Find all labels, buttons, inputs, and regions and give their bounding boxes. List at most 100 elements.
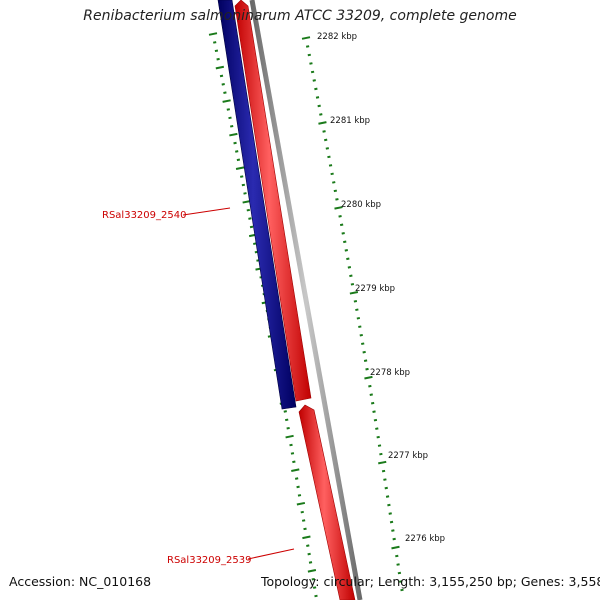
minor-tick [358, 325, 362, 329]
minor-tick [219, 74, 224, 78]
minor-tick [214, 49, 219, 53]
minor-tick [317, 104, 321, 108]
major-tick [307, 569, 317, 573]
minor-tick [376, 435, 380, 439]
minor-tick [387, 503, 391, 507]
minor-tick [349, 274, 353, 278]
minor-tick [346, 257, 350, 261]
minor-tick [379, 452, 383, 456]
gene-block-rsal33209-2539[interactable] [298, 404, 356, 601]
scale-labels: 2282 kbp 2281 kbp 2280 kbp 2279 kbp 2278… [317, 32, 445, 544]
gene-block-upper-forward[interactable] [234, 0, 312, 402]
minor-tick [290, 452, 295, 455]
minor-tick [375, 427, 379, 430]
gene-block-rsal33209-2540[interactable] [217, 0, 297, 410]
minor-tick [312, 586, 317, 589]
major-tick [378, 460, 387, 465]
minor-tick [311, 577, 315, 581]
minor-tick [369, 393, 373, 396]
map-title: Renibacterium salmoninarum ATCC 33209, c… [83, 8, 517, 24]
scale-label: 2279 kbp [355, 284, 395, 294]
minor-tick [373, 418, 378, 422]
minor-tick [389, 520, 394, 524]
minor-tick [248, 217, 252, 220]
minor-tick [296, 485, 300, 489]
scale-label: 2281 kbp [330, 116, 370, 126]
minor-tick [235, 150, 239, 153]
minor-tick [240, 175, 244, 178]
minor-tick [241, 183, 246, 187]
minor-tick [359, 333, 363, 337]
minor-tick [283, 410, 287, 413]
minor-tick [213, 41, 217, 44]
genome-summary-text: Topology: circular; Length: 3,155,250 bp… [261, 574, 600, 589]
minor-tick [303, 527, 307, 531]
gene-label-leader [247, 548, 295, 560]
major-tick [301, 36, 311, 40]
minor-tick [307, 552, 311, 556]
minor-tick [310, 70, 315, 74]
minor-tick [383, 478, 387, 481]
scale-label: 2277 kbp [388, 451, 428, 461]
scale-label: 2278 kbp [370, 368, 410, 378]
gene-label-rsal33209-2540[interactable]: RSal33209_2540 [102, 210, 186, 221]
minor-tick [314, 594, 318, 598]
major-tick [235, 166, 245, 170]
minor-tick [400, 588, 404, 592]
minor-tick [333, 189, 338, 193]
minor-tick [365, 367, 369, 371]
minor-tick [319, 113, 323, 116]
major-tick [302, 535, 311, 540]
major-tick [391, 545, 400, 550]
minor-tick [322, 130, 326, 133]
minor-tick [328, 164, 333, 167]
minor-tick [228, 116, 232, 120]
minor-tick [243, 192, 247, 195]
minor-tick [309, 62, 313, 65]
minor-tick [300, 510, 304, 514]
minor-tick [385, 495, 390, 498]
minor-tick [216, 57, 220, 61]
minor-tick [356, 316, 361, 320]
minor-tick [294, 477, 299, 480]
minor-tick [335, 198, 339, 201]
minor-tick [370, 401, 375, 405]
minor-tick [249, 225, 254, 229]
minor-tick [301, 519, 306, 522]
minor-tick [363, 359, 368, 362]
minor-tick [339, 223, 344, 227]
minor-tick [350, 282, 355, 286]
major-tick [229, 132, 238, 137]
minor-tick [226, 108, 231, 111]
major-tick [318, 121, 327, 125]
minor-tick [305, 45, 310, 48]
gene-label-rsal33209-2539[interactable]: RSal33209_2539 [167, 555, 251, 566]
minor-tick [297, 494, 302, 497]
minor-tick [368, 384, 372, 388]
minor-tick [330, 172, 334, 176]
minor-tick [286, 426, 290, 430]
minor-tick [325, 147, 330, 150]
major-tick [222, 99, 231, 103]
minor-tick [355, 308, 359, 312]
genome-backbone [249, 0, 363, 601]
minor-tick [392, 537, 396, 541]
minor-tick [229, 124, 234, 128]
major-tick [208, 32, 218, 36]
minor-tick [253, 242, 257, 245]
minor-tick [312, 79, 316, 82]
minor-tick [343, 240, 347, 244]
minor-tick [221, 83, 225, 86]
minor-tick [223, 91, 227, 94]
minor-tick [327, 155, 331, 159]
minor-tick [397, 571, 402, 575]
major-tick [215, 65, 225, 70]
minor-tick [391, 529, 395, 532]
minor-tick [314, 87, 318, 91]
minor-tick [341, 232, 345, 235]
minor-tick [315, 96, 320, 99]
minor-tick [347, 266, 352, 269]
accession-text: Accession: NC_010168 [9, 574, 152, 589]
